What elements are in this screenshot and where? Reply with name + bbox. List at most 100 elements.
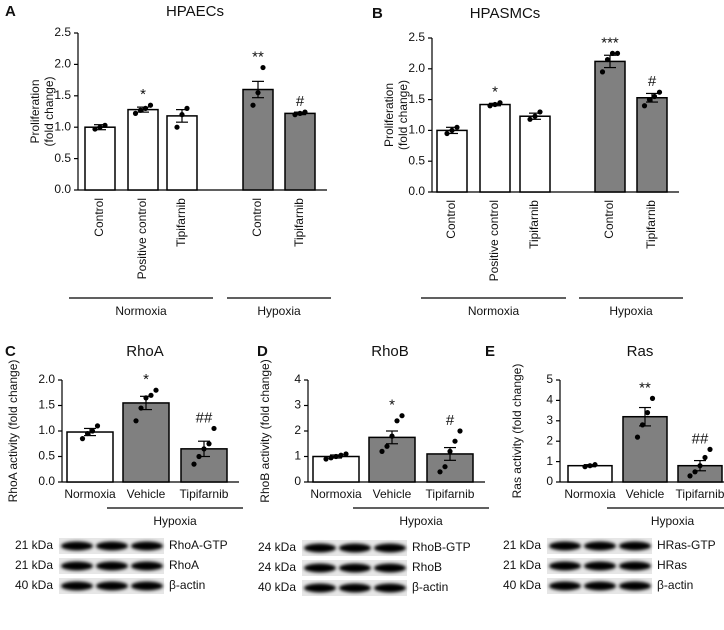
y-tick-label: 2.0 (38, 372, 55, 386)
y-tick-label: 0 (546, 474, 553, 488)
blot-band (304, 583, 336, 593)
bar (519, 115, 551, 193)
y-tick-label: 1.0 (38, 423, 55, 437)
data-point (323, 456, 329, 462)
data-point (702, 454, 708, 461)
data-point (537, 109, 543, 115)
data-point (343, 451, 349, 457)
blot-size: 21 kDa (503, 538, 541, 552)
panel: A HPAECs Proliferation (fold change) 0.0 0.5 1… (5, 3, 331, 318)
data-point (153, 387, 159, 393)
data-point (592, 462, 598, 468)
data-point (641, 103, 648, 109)
y-tick-label: 4 (546, 393, 553, 407)
bar (66, 431, 114, 483)
blot-band (96, 561, 128, 571)
y-tick-label: 1.0 (408, 123, 425, 137)
data-point (206, 441, 212, 447)
y-tick-label: 2.0 (408, 61, 425, 75)
data-point (452, 438, 458, 444)
data-point (394, 418, 400, 424)
data-point (292, 112, 298, 118)
data-point (84, 430, 91, 437)
bar (368, 436, 416, 483)
panel-letter: A (5, 3, 16, 20)
blot-band (549, 581, 581, 591)
y-tick-label: 1.5 (38, 398, 55, 412)
blot-band (304, 543, 336, 553)
bar (312, 455, 360, 483)
x-tick-label: Vehicle (626, 487, 665, 501)
data-point (389, 433, 395, 439)
blot-band (549, 541, 581, 551)
data-point (649, 395, 656, 401)
data-point (437, 469, 443, 475)
data-point (687, 473, 693, 479)
data-point (399, 413, 405, 419)
data-point (143, 395, 149, 401)
significance-mark: # (648, 73, 657, 90)
blot-size: 24 kDa (258, 540, 296, 554)
data-point (442, 464, 448, 470)
blot-label: β-actin (412, 580, 448, 594)
data-point (634, 434, 641, 440)
y-tick-label: 0.5 (38, 449, 55, 463)
significance-mark: # (446, 412, 455, 429)
y-tick-label: 1 (546, 454, 553, 468)
data-point (142, 105, 149, 111)
data-point (94, 423, 101, 429)
bar (436, 129, 468, 193)
blot-label: β-actin (169, 578, 205, 592)
data-point (487, 103, 493, 109)
y-axis-label: (fold change) (42, 76, 56, 146)
blot-band (619, 581, 651, 591)
panel-letter: B (372, 5, 383, 22)
y-axis-label: RhoA activity (fold change) (6, 360, 20, 503)
group-label: Hypoxia (399, 514, 443, 528)
x-tick-label: Normoxia (564, 487, 616, 501)
chart-title: Ras (627, 343, 654, 360)
bar (622, 415, 668, 483)
data-point (132, 110, 139, 116)
data-point (639, 422, 646, 428)
blot-size: 21 kDa (15, 558, 53, 572)
blot-size: 21 kDa (503, 558, 541, 572)
x-tick-label: Vehicle (127, 487, 166, 501)
data-point (492, 101, 498, 108)
data-point (174, 124, 180, 130)
significance-mark: ## (196, 409, 213, 426)
blot-band (584, 561, 616, 571)
chart-title: HPAECs (166, 3, 224, 20)
blot-size: 21 kDa (15, 538, 53, 552)
x-tick-label: Vehicle (373, 487, 412, 501)
y-tick-label: 0 (294, 474, 301, 488)
data-point (697, 463, 703, 469)
data-point (179, 112, 185, 118)
blot-label: RhoA-GTP (169, 538, 228, 552)
x-tick-label: Tipifarnib (426, 487, 475, 501)
blot-band (339, 563, 371, 573)
y-tick-label: 1 (294, 449, 301, 463)
blot-size: 40 kDa (258, 580, 296, 594)
x-tick-label: Normoxia (310, 487, 362, 501)
panel: C RhoA RhoA activity (fold change) 0.0 0.5 1.… (5, 343, 243, 594)
blot-band (61, 561, 93, 571)
significance-mark: * (140, 86, 146, 103)
data-point (137, 107, 144, 113)
x-tick-label: Tipifarnib (527, 200, 541, 249)
significance-mark: ** (252, 49, 264, 66)
blot-label: RhoB-GTP (412, 540, 471, 554)
blot-band (584, 581, 616, 591)
significance-mark: * (492, 84, 498, 101)
y-tick-label: 4 (294, 372, 301, 386)
y-tick-label: 0.0 (38, 474, 55, 488)
blot-band (549, 561, 581, 571)
y-axis-label: (fold change) (396, 80, 410, 150)
bar (479, 103, 511, 193)
data-point (692, 469, 698, 475)
blot-band (374, 583, 406, 593)
significance-mark: * (389, 397, 395, 414)
blot-label: RhoA (169, 558, 199, 572)
data-point (497, 100, 503, 106)
